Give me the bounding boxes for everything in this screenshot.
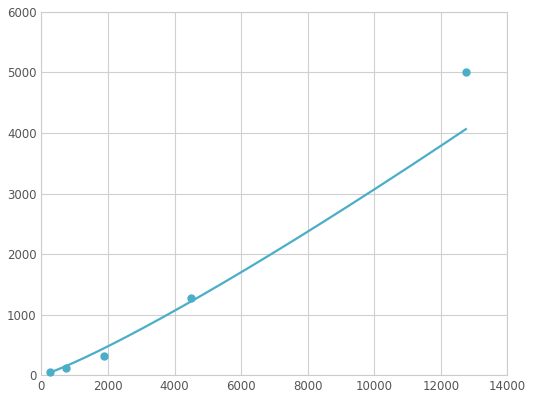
- Point: [62, 365, 71, 371]
- Point: [187, 295, 196, 302]
- Point: [462, 69, 470, 76]
- Point: [45, 368, 54, 375]
- Point: [100, 353, 108, 359]
